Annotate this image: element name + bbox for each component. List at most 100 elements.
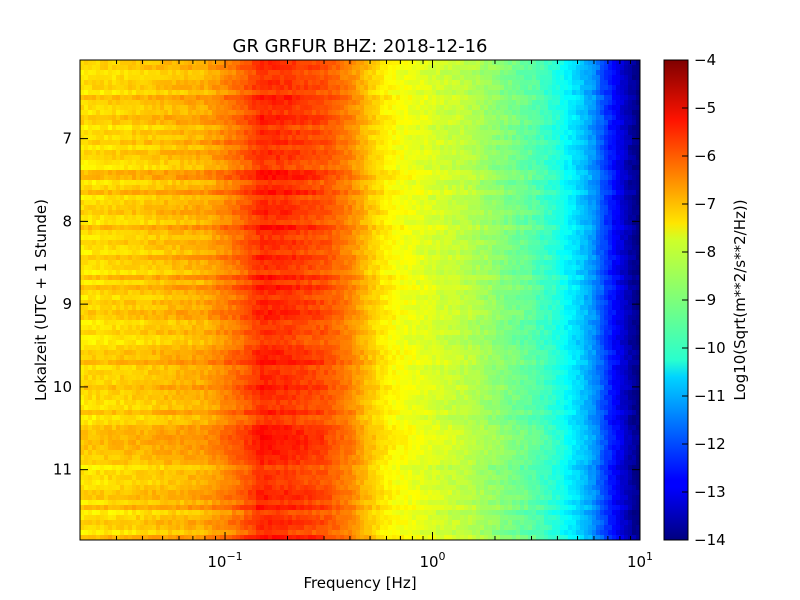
heatmap-cell bbox=[404, 180, 409, 186]
heatmap-cell bbox=[88, 145, 93, 151]
heatmap-cell bbox=[168, 170, 173, 176]
heatmap-cell bbox=[268, 140, 273, 146]
heatmap-cell bbox=[124, 200, 129, 206]
heatmap-cell bbox=[264, 145, 269, 151]
heatmap-cell bbox=[244, 195, 249, 201]
heatmap-cell bbox=[400, 110, 405, 116]
heatmap-cell bbox=[152, 115, 157, 121]
heatmap-cell bbox=[188, 105, 193, 111]
heatmap-cell bbox=[216, 175, 221, 181]
heatmap-cell bbox=[572, 195, 577, 201]
heatmap-cell bbox=[260, 80, 265, 86]
heatmap-cell bbox=[520, 145, 525, 151]
heatmap-cell bbox=[112, 220, 117, 226]
heatmap-cell bbox=[464, 125, 469, 131]
heatmap-cell bbox=[496, 145, 501, 151]
heatmap-cell bbox=[248, 85, 253, 91]
heatmap-cell bbox=[488, 170, 493, 176]
heatmap-cell bbox=[532, 160, 537, 166]
heatmap-cell bbox=[628, 105, 633, 111]
heatmap-cell bbox=[148, 85, 153, 91]
heatmap-cell bbox=[204, 115, 209, 121]
heatmap-cell bbox=[628, 205, 633, 211]
heatmap-cell bbox=[380, 195, 385, 201]
heatmap-cell bbox=[252, 90, 257, 96]
heatmap-cell bbox=[224, 120, 229, 126]
heatmap-cell bbox=[252, 105, 257, 111]
heatmap-cell bbox=[588, 155, 593, 161]
heatmap-cell bbox=[300, 60, 305, 66]
heatmap-cell bbox=[340, 180, 345, 186]
heatmap-cell bbox=[568, 205, 573, 211]
heatmap-cell bbox=[544, 80, 549, 86]
heatmap-cell bbox=[324, 155, 329, 161]
heatmap-cell bbox=[488, 205, 493, 211]
heatmap-cell bbox=[624, 150, 629, 156]
heatmap-cell bbox=[148, 200, 153, 206]
heatmap-cell bbox=[508, 230, 513, 236]
heatmap-cell bbox=[412, 120, 417, 126]
heatmap-cell bbox=[216, 120, 221, 126]
heatmap-cell bbox=[124, 80, 129, 86]
heatmap-cell bbox=[432, 205, 437, 211]
heatmap-cell bbox=[144, 220, 149, 226]
heatmap-cell bbox=[364, 120, 369, 126]
heatmap-cell bbox=[500, 115, 505, 121]
heatmap-cell bbox=[128, 210, 133, 216]
heatmap-cell bbox=[288, 215, 293, 221]
heatmap-cell bbox=[336, 210, 341, 216]
heatmap-cell bbox=[628, 160, 633, 166]
heatmap-cell bbox=[144, 170, 149, 176]
heatmap-cell bbox=[360, 160, 365, 166]
heatmap-cell bbox=[256, 105, 261, 111]
heatmap-cell bbox=[364, 100, 369, 106]
heatmap-cell bbox=[120, 140, 125, 146]
heatmap-cell bbox=[280, 90, 285, 96]
heatmap-cell bbox=[260, 190, 265, 196]
heatmap-cell bbox=[480, 160, 485, 166]
heatmap-cell bbox=[144, 230, 149, 236]
heatmap-cell bbox=[136, 205, 141, 211]
heatmap-cell bbox=[628, 170, 633, 176]
heatmap-cell bbox=[540, 165, 545, 171]
heatmap-cell bbox=[212, 110, 217, 116]
heatmap-cell bbox=[312, 115, 317, 121]
heatmap-cell bbox=[84, 200, 89, 206]
heatmap-cell bbox=[148, 205, 153, 211]
heatmap-cell bbox=[356, 200, 361, 206]
heatmap-cell bbox=[248, 205, 253, 211]
heatmap-cell bbox=[224, 155, 229, 161]
heatmap-cell bbox=[280, 175, 285, 181]
heatmap-cell bbox=[344, 200, 349, 206]
heatmap-cell bbox=[608, 165, 613, 171]
heatmap-cell bbox=[128, 120, 133, 126]
heatmap-cell bbox=[140, 225, 145, 231]
heatmap-cell bbox=[524, 200, 529, 206]
heatmap-cell bbox=[476, 130, 481, 136]
heatmap-cell bbox=[212, 150, 217, 156]
heatmap-cell bbox=[348, 160, 353, 166]
heatmap-cell bbox=[560, 130, 565, 136]
heatmap-cell bbox=[104, 170, 109, 176]
heatmap-cell bbox=[172, 115, 177, 121]
heatmap-cell bbox=[636, 215, 640, 221]
heatmap-cell bbox=[244, 175, 249, 181]
heatmap-cell bbox=[436, 150, 441, 156]
heatmap-cell bbox=[460, 225, 465, 231]
heatmap-cell bbox=[612, 65, 617, 71]
heatmap-cell bbox=[608, 215, 613, 221]
heatmap-cell bbox=[172, 75, 177, 81]
heatmap-cell bbox=[408, 80, 413, 86]
heatmap-cell bbox=[168, 180, 173, 186]
heatmap-cell bbox=[472, 85, 477, 91]
heatmap-cell bbox=[580, 80, 585, 86]
heatmap-cell bbox=[196, 125, 201, 131]
heatmap-cell bbox=[256, 225, 261, 231]
heatmap-cell bbox=[408, 95, 413, 101]
heatmap-cell bbox=[608, 200, 613, 206]
heatmap-cell bbox=[448, 95, 453, 101]
heatmap-cell bbox=[332, 215, 337, 221]
heatmap-cell bbox=[264, 185, 269, 191]
heatmap-cell bbox=[204, 165, 209, 171]
heatmap-cell bbox=[516, 225, 521, 231]
